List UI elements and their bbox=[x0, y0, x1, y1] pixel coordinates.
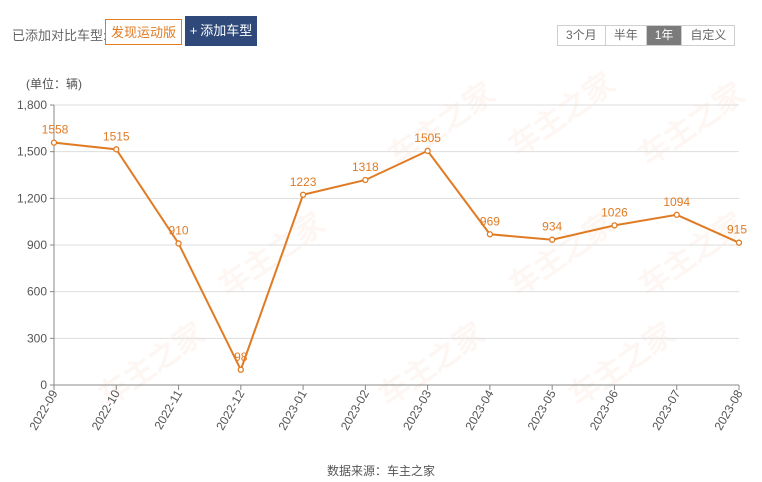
x-tick-label: 2022-12 bbox=[213, 387, 247, 432]
data-label: 1505 bbox=[414, 131, 441, 145]
x-tick-label: 2023-07 bbox=[649, 387, 683, 432]
compare-label: 已添加对比车型: bbox=[12, 28, 107, 43]
data-point bbox=[362, 176, 369, 184]
data-source: 数据来源：车主之家 bbox=[326, 464, 435, 478]
data-label: 1515 bbox=[103, 129, 130, 143]
x-tick-label: 2023-05 bbox=[525, 387, 559, 432]
data-point bbox=[611, 222, 618, 229]
range-custom[interactable]: 自定义 bbox=[690, 28, 727, 42]
x-tick-label: 2023-01 bbox=[276, 387, 310, 432]
x-tick-label: 2023-02 bbox=[338, 387, 372, 432]
x-tick-label: 2022-11 bbox=[151, 387, 185, 432]
data-label: 934 bbox=[542, 220, 562, 234]
y-tick-label: 900 bbox=[27, 238, 47, 252]
y-tick-label: 1,200 bbox=[17, 191, 47, 205]
y-tick-label: 0 bbox=[40, 378, 47, 392]
plus-icon: + bbox=[189, 23, 198, 38]
data-point bbox=[549, 236, 556, 243]
range-1-year[interactable]: 1年 bbox=[646, 26, 683, 45]
range-3-months[interactable]: 3个月 bbox=[558, 26, 606, 45]
data-label: 1558 bbox=[42, 123, 69, 137]
x-tick-label: 2022-10 bbox=[89, 387, 123, 432]
data-label: 910 bbox=[169, 223, 189, 237]
data-point bbox=[299, 191, 307, 198]
data-label: 1094 bbox=[663, 195, 690, 209]
x-tick-label: 2023-06 bbox=[587, 387, 621, 432]
x-tick-label: 2023-03 bbox=[400, 387, 434, 432]
x-tick-label: 2022-09 bbox=[26, 387, 60, 432]
data-label: 98 bbox=[234, 350, 248, 364]
add-model-button[interactable]: + 添加车型 bbox=[185, 16, 257, 46]
data-label: 1026 bbox=[601, 205, 628, 219]
y-tick-label: 300 bbox=[27, 331, 47, 345]
data-point bbox=[673, 211, 680, 218]
data-label: 915 bbox=[727, 223, 747, 237]
y-tick-label: 1,800 bbox=[17, 98, 47, 112]
compared-model-chip[interactable]: 发现运动版 bbox=[105, 19, 183, 45]
time-range-selector: 3个月 半年 1年 自定义 bbox=[557, 25, 736, 46]
x-tick-label: 2023-08 bbox=[711, 387, 745, 432]
data-point bbox=[486, 231, 494, 238]
data-point bbox=[424, 147, 431, 155]
series-line bbox=[53, 141, 740, 373]
toolbar: 已添加对比车型: 发现运动版 + 添加车型 3个月 半年 1年 自定义 bbox=[0, 0, 762, 50]
data-point bbox=[175, 240, 182, 247]
y-unit-label: (单位：辆) bbox=[26, 77, 82, 91]
range-half-year[interactable]: 半年 bbox=[606, 26, 647, 45]
data-label: 969 bbox=[480, 214, 500, 228]
y-tick-label: 600 bbox=[27, 285, 47, 299]
add-model-label: 添加车型 bbox=[200, 23, 253, 38]
data-point bbox=[237, 366, 244, 373]
data-label: 1318 bbox=[352, 160, 379, 174]
data-point bbox=[50, 139, 58, 146]
x-tick-label: 2023-04 bbox=[462, 387, 496, 432]
y-tick-label: 1,500 bbox=[17, 145, 47, 159]
data-label: 1223 bbox=[290, 175, 317, 189]
data-point bbox=[735, 239, 743, 246]
data-point bbox=[113, 146, 120, 153]
